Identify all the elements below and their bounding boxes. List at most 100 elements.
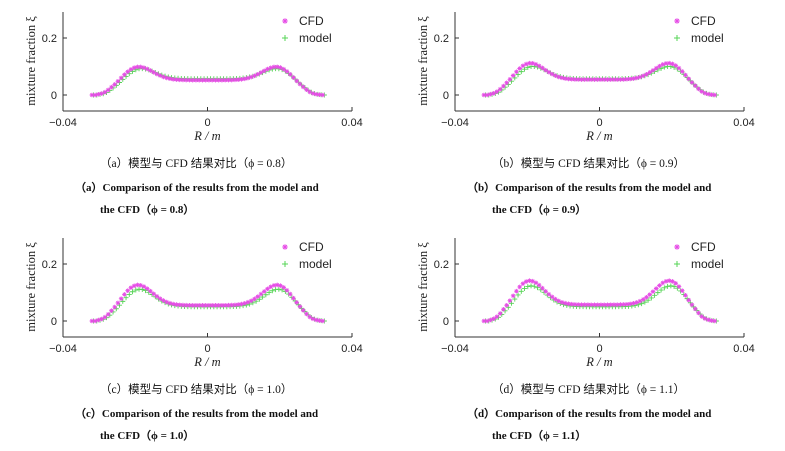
cfd-point <box>696 310 701 316</box>
cfd-point <box>287 72 293 77</box>
cfd-point <box>193 77 199 83</box>
y-axis-label: mixture fraction ξ <box>24 16 38 106</box>
cfd-point <box>598 302 604 308</box>
cfd-point <box>200 77 205 83</box>
cfd-point <box>514 69 519 75</box>
cfd-point <box>530 61 535 66</box>
cfd-point <box>125 288 130 294</box>
cfd-point <box>190 77 195 83</box>
chart-panel-b: 0 0.2 −0.04 0 0.04 R / m mixture fraction ξ CFD… <box>392 0 782 225</box>
cfd-point <box>222 302 228 308</box>
cfd-point <box>109 84 114 90</box>
cfd-point <box>497 311 503 316</box>
cfd-point <box>258 291 264 297</box>
cfd-point <box>180 77 186 83</box>
caption-en-b-line1: （b）Comparison of the results from the mo… <box>467 182 712 194</box>
cfd-point <box>151 70 156 75</box>
cfd-point <box>235 77 241 82</box>
cfd-point <box>481 318 487 324</box>
y-tick-label: 0.2 <box>42 259 57 271</box>
model-point <box>525 284 531 290</box>
cfd-point <box>96 92 101 97</box>
cfd-point <box>242 76 248 82</box>
cfd-point <box>523 279 529 284</box>
cfd-point <box>232 302 238 308</box>
cfd-point <box>135 64 140 70</box>
legend-cfd-label: CFD <box>299 14 324 28</box>
cfd-point <box>621 302 627 307</box>
cfd-point <box>644 294 649 300</box>
cfd-point <box>102 314 108 320</box>
cfd-point <box>252 296 257 302</box>
cfd-point <box>566 76 571 82</box>
cfd-point <box>618 302 623 307</box>
y-axis-label: mixture fraction ξ <box>416 16 430 106</box>
cfd-point <box>219 77 225 83</box>
cfd-point <box>601 77 607 82</box>
x-tick-label: 0 <box>596 343 602 355</box>
cfd-point <box>709 318 714 323</box>
cfd-point <box>592 77 597 82</box>
cfd-point <box>657 63 662 69</box>
cfd-point <box>569 301 574 307</box>
x-axis-label: R / m <box>585 129 612 143</box>
cfd-point <box>190 302 195 308</box>
cfd-point <box>265 66 270 72</box>
cfd-point <box>588 77 594 82</box>
cfd-point <box>271 64 277 70</box>
model-point <box>665 283 671 289</box>
cfd-point <box>624 301 630 307</box>
cfd-point <box>89 318 95 324</box>
cfd-point <box>683 72 688 78</box>
cfd-point <box>222 77 228 83</box>
chart-panel-a: 0 0.2 −0.04 0 0.04 R / m mixture fraction ξ CFD… <box>0 0 390 225</box>
cfd-point <box>99 316 104 322</box>
caption-cn-b: （b）模型与 CFD 结果对比（ϕ = 0.9） <box>492 158 686 170</box>
cfd-point <box>689 302 695 308</box>
cfd-point <box>709 92 714 97</box>
legend-model-label: model <box>299 257 332 271</box>
cfd-point <box>501 307 506 312</box>
cfd-point <box>300 308 306 313</box>
cfd-point <box>579 302 584 307</box>
cfd-point <box>239 301 244 307</box>
cfd-point <box>582 77 587 82</box>
x-tick-label: 0.04 <box>341 117 362 129</box>
cfd-point <box>131 65 137 71</box>
cfd-point <box>164 75 169 81</box>
cfd-point <box>575 302 581 307</box>
cfd-point <box>527 278 532 283</box>
cfd-point <box>491 316 496 322</box>
cfd-point <box>696 86 701 92</box>
cfd-point <box>699 314 705 319</box>
cfd-point <box>491 91 496 96</box>
cfd-point <box>540 285 545 291</box>
cfd-point <box>631 76 636 81</box>
cfd-point <box>261 68 267 74</box>
cfd-point <box>115 78 121 84</box>
legend-cfd-marker <box>282 244 288 250</box>
cfd-point <box>624 76 630 82</box>
cfd-point <box>556 298 561 304</box>
cfd-point <box>699 89 705 94</box>
cfd-point <box>530 278 535 284</box>
legend-model-label: model <box>691 31 724 45</box>
caption-en-a-line1: （a）Comparison of the results from the mo… <box>75 182 319 194</box>
cfd-point <box>611 77 617 82</box>
cfd-point <box>300 84 306 90</box>
model-point <box>515 292 521 298</box>
cfd-point <box>216 77 221 83</box>
cfd-point <box>595 302 600 308</box>
cfd-point <box>536 63 542 69</box>
cfd-point <box>193 303 199 308</box>
cfd-point <box>203 303 208 308</box>
cfd-point <box>585 302 591 308</box>
cfd-point <box>520 281 526 286</box>
legend-cfd-label: CFD <box>691 240 716 254</box>
cfd-point <box>239 77 244 82</box>
cfd-point <box>115 300 121 306</box>
x-axis-label: R / m <box>193 129 220 143</box>
chart-panel-c: 0 0.2 −0.04 0 0.04 R / m mixture fraction ξ CFD… <box>0 226 390 451</box>
cfd-point <box>497 86 503 92</box>
legend-cfd-marker <box>282 18 288 24</box>
